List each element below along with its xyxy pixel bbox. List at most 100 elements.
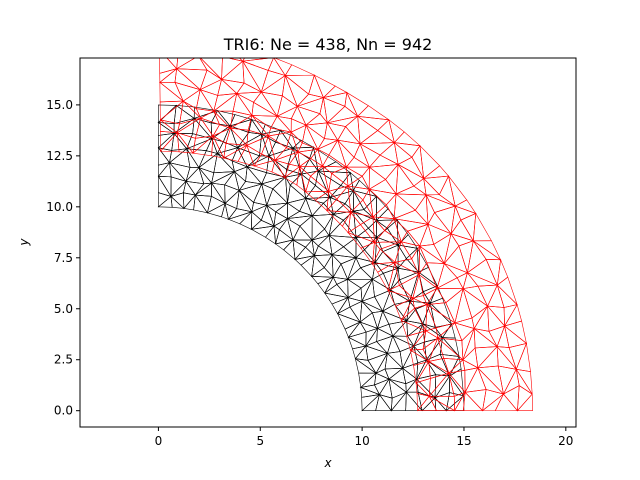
mesh-element [508,342,527,371]
mesh-element [393,193,416,220]
mesh-element [322,92,348,107]
mesh-element [347,278,362,299]
mesh-element [405,378,417,394]
mesh-element [158,121,175,136]
mesh-element [331,253,342,279]
mesh-element [199,78,223,96]
mesh-element [286,198,307,212]
mesh-element [227,208,253,220]
mesh-element [305,122,328,140]
x-axis: 0 5 10 15 20 [155,427,573,448]
mesh-element [299,165,311,194]
mesh-element [423,175,450,196]
mesh-element [392,335,415,352]
mesh-element [373,230,403,243]
mesh-element [448,369,466,394]
mesh-element [194,194,212,214]
mesh-element [311,214,334,230]
mesh-element [356,115,390,131]
plot-frame [79,57,577,428]
mesh-element [416,359,437,380]
mesh-element [371,310,384,330]
mesh-element [198,40,225,56]
mesh-element [397,164,425,187]
mesh-element [217,78,238,96]
mesh-element [251,211,262,230]
mesh-element [444,233,460,264]
mesh-element [385,163,399,195]
mesh-element [377,310,390,329]
mesh-element [296,97,324,115]
mesh-element [357,105,390,121]
mesh-element [434,374,451,399]
mesh-element [427,223,452,245]
y-tick-label: 15.0 [46,98,73,112]
mesh-element [331,296,349,315]
mesh-element [453,317,475,329]
mesh-element [384,352,404,370]
mesh-element [319,97,328,124]
mesh-element [157,195,173,208]
mesh-element [322,85,348,99]
mesh-element [425,194,457,213]
mesh-element [496,276,518,305]
mesh-element [328,172,349,192]
mesh-element [290,105,307,126]
mesh-element [261,183,274,207]
mesh-element [390,279,411,303]
mesh-element [462,285,488,307]
mesh-element [220,60,245,84]
mesh-element [336,306,361,323]
mesh-element [346,166,363,187]
mesh-element [379,142,399,165]
mesh-element [395,193,427,211]
mesh-element [287,202,301,220]
mesh-element [397,156,425,180]
mesh-element [169,148,188,164]
mesh-element [311,214,326,241]
mesh-element [324,276,338,294]
x-tick-label: 5 [256,434,264,448]
mesh-element [454,287,473,324]
mesh-element [385,193,397,220]
mesh-element [235,91,262,103]
mesh-element [359,321,379,333]
mesh-element [427,212,452,235]
mesh-element [487,305,506,332]
mesh-element [454,205,477,221]
mesh-element [246,166,267,185]
mesh-element [287,211,313,219]
mesh-element [347,321,367,338]
mesh-element [170,176,187,198]
mesh-element [473,328,498,347]
mesh-element [284,74,315,95]
mesh-element [486,305,505,327]
mesh-element [382,310,408,325]
x-tick-label: 20 [558,434,573,448]
y-tick-label: 10.0 [46,200,73,214]
mesh-element [448,175,468,207]
mesh-element [238,183,263,203]
mesh-element [355,249,377,264]
mesh-element [450,219,474,242]
mesh-element [377,119,395,144]
y-axis-label: y [17,238,31,247]
mesh-element [291,239,313,248]
mesh-element [314,190,330,212]
mesh-element [466,258,498,286]
y-tick-label: 2.5 [54,353,73,367]
mesh-element [344,91,358,117]
mesh-element [158,175,172,197]
mesh-element [199,58,222,80]
mesh-element [360,216,375,244]
mesh-element [337,126,361,145]
mesh-element [503,303,522,327]
y-tick-label: 5.0 [54,302,73,316]
mesh-element [158,146,171,166]
mesh-element [376,227,399,246]
mesh-element [176,117,201,134]
mesh-element [221,203,229,220]
mesh-element [411,295,428,306]
x-axis-label: x [323,456,332,470]
mesh-element [474,346,498,369]
